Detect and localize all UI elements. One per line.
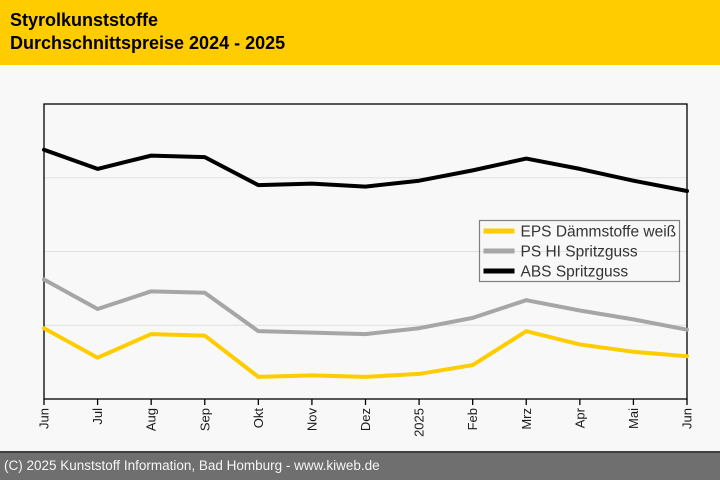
x-tick-label: Sep bbox=[197, 408, 212, 431]
series-line-ps-hi-spritzguss bbox=[42, 277, 689, 337]
x-tick-label: Mrz bbox=[519, 408, 534, 430]
series-line-abs-spritzguss bbox=[42, 147, 689, 194]
x-tick-label: Mai bbox=[626, 408, 641, 429]
chart-subtitle: Durchschnittspreise 2024 - 2025 bbox=[10, 33, 286, 53]
x-tick-label: 2025 bbox=[412, 408, 427, 437]
legend-box bbox=[478, 219, 681, 283]
legend-label: ABS Spritzguss bbox=[521, 264, 629, 281]
x-tick-label: Okt bbox=[251, 408, 266, 429]
x-tick-label: Jun bbox=[37, 408, 52, 429]
title-bar: Styrolkunststoffe Durchschnittspreise 20… bbox=[0, 0, 720, 65]
x-tick-label: Dez bbox=[358, 408, 373, 431]
x-tick-label: Jun bbox=[680, 408, 695, 429]
x-tick-label: Feb bbox=[465, 408, 480, 430]
x-tick-label: Apr bbox=[572, 407, 587, 428]
legend-label: PS HI Spritzguss bbox=[521, 244, 638, 261]
x-tick-label: Aug bbox=[144, 408, 159, 431]
x-tick-label: Nov bbox=[304, 408, 319, 432]
chart-title: Styrolkunststoffe bbox=[10, 10, 159, 30]
footer-bar: (C) 2025 Kunststoff Information, Bad Hom… bbox=[0, 451, 720, 480]
copyright-text: (C) 2025 Kunststoff Information, Bad Hom… bbox=[4, 458, 380, 473]
legend-label: EPS Dämmstoffe weiß bbox=[521, 224, 677, 241]
series-line-eps-d-mmstoffe-wei- bbox=[42, 326, 689, 379]
x-tick-label: Jul bbox=[90, 408, 105, 425]
